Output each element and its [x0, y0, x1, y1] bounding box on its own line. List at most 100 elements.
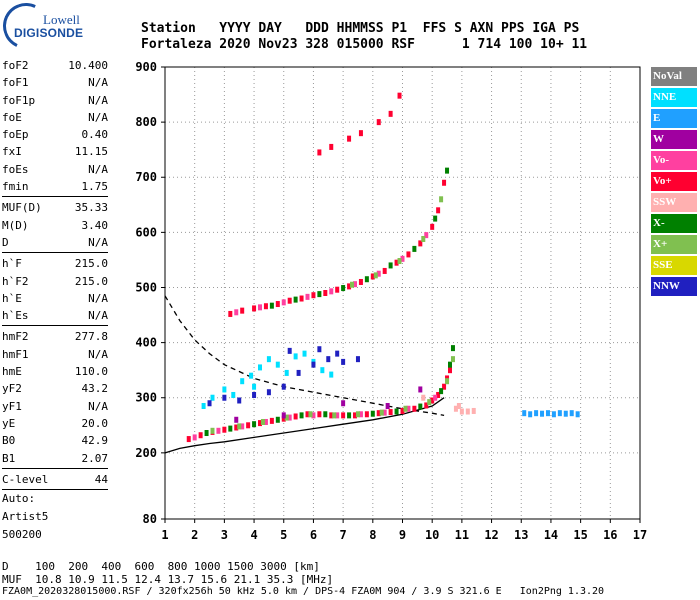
data-point: [237, 397, 242, 404]
param-row: h`F2 215.0: [2, 273, 108, 290]
data-point: [204, 430, 209, 437]
data-point: [284, 369, 289, 376]
data-point: [403, 405, 408, 412]
param-value: 20.0: [81, 416, 109, 430]
param-value: N/A: [88, 347, 108, 361]
data-point: [465, 408, 470, 415]
data-point: [192, 434, 197, 441]
legend-item: SSE: [651, 256, 697, 275]
param-name: D: [2, 235, 9, 249]
data-point: [341, 358, 346, 365]
logo-line1: Lowell: [43, 12, 80, 27]
param-name: C-level: [2, 472, 49, 486]
legend-item: NNE: [651, 88, 697, 107]
param-row: D N/A: [2, 234, 108, 251]
legend-item: NNW: [651, 277, 697, 296]
data-point: [388, 110, 393, 117]
data-point: [569, 410, 574, 417]
data-point: [433, 394, 438, 401]
param-row: fxI 11.15: [2, 143, 108, 160]
param-value: 1.75: [81, 180, 109, 194]
param-value: N/A: [88, 110, 108, 124]
data-point: [317, 411, 322, 418]
data-point: [240, 423, 245, 430]
data-point: [382, 267, 387, 274]
data-point: [400, 407, 405, 414]
param-row: foEs N/A: [2, 161, 108, 178]
data-point: [575, 411, 580, 418]
data-point: [222, 426, 227, 433]
data-point: [323, 290, 328, 296]
footer-distance-line: D 100 200 400 600 800 1000 1500 3000 [km…: [2, 560, 320, 573]
autoscale-label: Auto:: [2, 492, 36, 505]
y-tick-label: 400: [135, 336, 157, 350]
data-point: [376, 270, 381, 277]
param-value: N/A: [88, 291, 108, 305]
data-point: [317, 149, 322, 156]
parameter-panel: foF2 10.400 foF1 N/A foF1p N/A foE N/A foEp 0.40 f…: [2, 57, 108, 492]
data-point: [299, 295, 304, 302]
param-row: foE N/A: [2, 109, 108, 126]
data-point: [323, 411, 328, 418]
data-point: [364, 411, 369, 418]
param-name: foEs: [2, 162, 29, 176]
data-point: [453, 405, 458, 412]
x-tick-label: 14: [544, 528, 558, 542]
param-name: yF1: [2, 399, 22, 413]
param-value: 215.0: [74, 274, 108, 288]
x-tick-label: 17: [633, 528, 647, 542]
x-tick-label: 12: [484, 528, 498, 542]
data-point: [379, 409, 384, 416]
param-row: foF2 10.400: [2, 57, 108, 74]
data-point: [400, 255, 405, 262]
legend-item: SSW: [651, 193, 697, 212]
data-point: [329, 412, 334, 419]
data-point: [249, 372, 254, 379]
legend-item: X+: [651, 235, 697, 254]
data-point: [237, 423, 242, 430]
data-point: [388, 262, 393, 269]
data-point: [210, 394, 215, 401]
data-point: [302, 350, 307, 357]
param-value: 10.400: [68, 59, 108, 72]
data-point: [252, 383, 257, 390]
data-point: [436, 391, 441, 398]
data-point: [216, 427, 221, 434]
param-name: yE: [2, 416, 16, 430]
param-name: foF2: [2, 59, 29, 72]
data-point: [397, 92, 402, 99]
param-value: N/A: [88, 93, 108, 107]
data-point: [442, 383, 447, 390]
data-point: [394, 408, 399, 415]
param-value: 277.8: [74, 330, 108, 344]
data-point: [471, 407, 476, 414]
data-point: [320, 367, 325, 374]
data-point: [252, 391, 257, 398]
data-point: [329, 288, 334, 295]
data-point: [355, 411, 360, 418]
x-tick-label: 11: [455, 528, 469, 542]
profile-curve-solid: [164, 397, 445, 454]
header-labels: Station YYYY DAY DDD HHMMSS P1 FFS S AXN…: [141, 21, 580, 36]
data-point: [450, 356, 455, 363]
param-name: h`Es: [2, 309, 29, 323]
param-name: fmin: [2, 180, 29, 194]
data-point: [528, 411, 533, 418]
param-separator: [2, 467, 108, 469]
param-row: M(D) 3.40: [2, 217, 108, 234]
data-point: [563, 410, 568, 417]
data-point: [433, 215, 438, 222]
data-point: [311, 292, 316, 299]
data-point: [198, 432, 203, 439]
data-point: [412, 405, 417, 412]
data-point: [418, 240, 423, 247]
param-name: M(D): [2, 218, 29, 232]
data-point: [234, 416, 239, 423]
data-point: [545, 410, 550, 417]
data-point: [557, 410, 562, 417]
param-row: h`Es N/A: [2, 307, 108, 324]
data-point: [231, 391, 236, 398]
data-point: [332, 412, 337, 419]
data-point: [275, 301, 280, 308]
data-point: [296, 369, 301, 376]
